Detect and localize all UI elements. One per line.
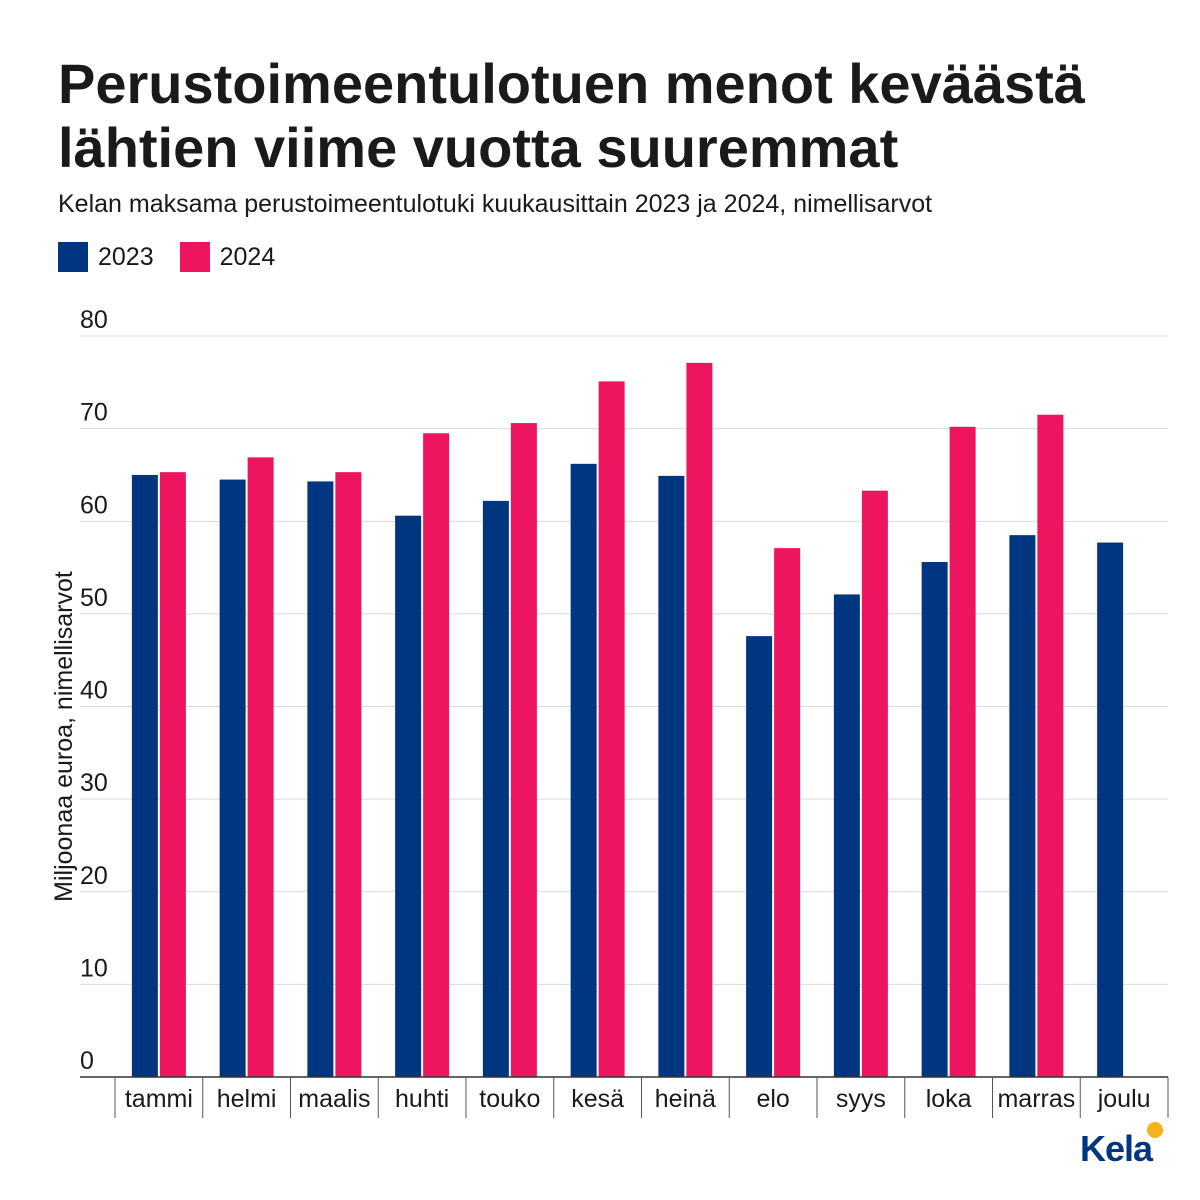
bar-2024-maalis [335, 472, 362, 1077]
legend-label-2024: 2024 [219, 242, 276, 271]
legend: 2023 2024 [58, 242, 301, 272]
y-tick-label: 40 [80, 677, 108, 705]
legend-swatch-2023 [58, 242, 88, 272]
x-tick-label: elo [756, 1085, 789, 1113]
x-tick-label: huhti [395, 1085, 449, 1113]
y-tick-label: 20 [80, 862, 108, 890]
y-tick-label: 50 [80, 584, 108, 612]
kela-logo-icon [1147, 1122, 1163, 1138]
legend-item-2023: 2023 [58, 242, 154, 272]
chart-subtitle: Kelan maksama perustoimeentulotuki kuuka… [58, 190, 933, 218]
legend-swatch-2024 [179, 242, 210, 272]
bar-2024-loka [949, 426, 976, 1078]
x-tick-label: maalis [298, 1085, 370, 1113]
bar-2023-touko [482, 500, 509, 1077]
bar-2024-kesä [598, 381, 625, 1078]
x-tick-label: heinä [655, 1085, 716, 1113]
x-tick-label: joulu [1097, 1085, 1151, 1113]
bar-2024-syys [861, 490, 888, 1078]
y-tick-label: 60 [80, 491, 108, 519]
bar-2023-joulu [1097, 542, 1124, 1077]
legend-item-2024: 2024 [179, 242, 276, 272]
chart-title: Perustoimeentulotuen menot keväästä läht… [58, 52, 1085, 179]
bar-2023-loka [921, 562, 948, 1077]
bar-2023-huhti [395, 515, 422, 1077]
bar-2024-heinä [686, 362, 713, 1078]
x-tick-label: helmi [217, 1085, 277, 1113]
x-tick-label: kesä [571, 1085, 624, 1113]
y-axis-label: Miljoonaa euroa, nimellisarvot [50, 571, 78, 902]
bar-2023-syys [833, 594, 860, 1077]
y-tick-label: 80 [80, 306, 108, 334]
bar-2023-tammi [131, 474, 158, 1077]
y-tick-label: 70 [80, 399, 108, 427]
kela-logo: Kela [1080, 1128, 1153, 1169]
y-tick-label: 0 [80, 1047, 94, 1075]
bar-2024-tammi [159, 472, 186, 1077]
bar-2024-huhti [423, 433, 450, 1078]
bar-2024-touko [510, 423, 537, 1077]
x-tick-label: touko [479, 1085, 540, 1113]
bar-2023-kesä [570, 463, 597, 1077]
bar-2024-helmi [247, 457, 274, 1077]
legend-label-2023: 2023 [98, 242, 154, 271]
bar-2024-marras [1037, 414, 1064, 1077]
x-tick-label: loka [926, 1085, 972, 1113]
bar-2023-marras [1009, 535, 1036, 1077]
x-tick-label: tammi [125, 1085, 193, 1113]
bar-2023-helmi [219, 479, 246, 1078]
bar-2023-heinä [658, 475, 685, 1077]
x-tick-label: marras [997, 1085, 1075, 1113]
bar-2023-elo [746, 636, 773, 1077]
bar-2023-maalis [307, 481, 334, 1077]
x-tick-label: syys [836, 1085, 886, 1113]
bar-2024-elo [774, 548, 801, 1077]
y-tick-label: 10 [80, 954, 108, 982]
y-tick-label: 30 [80, 769, 108, 797]
